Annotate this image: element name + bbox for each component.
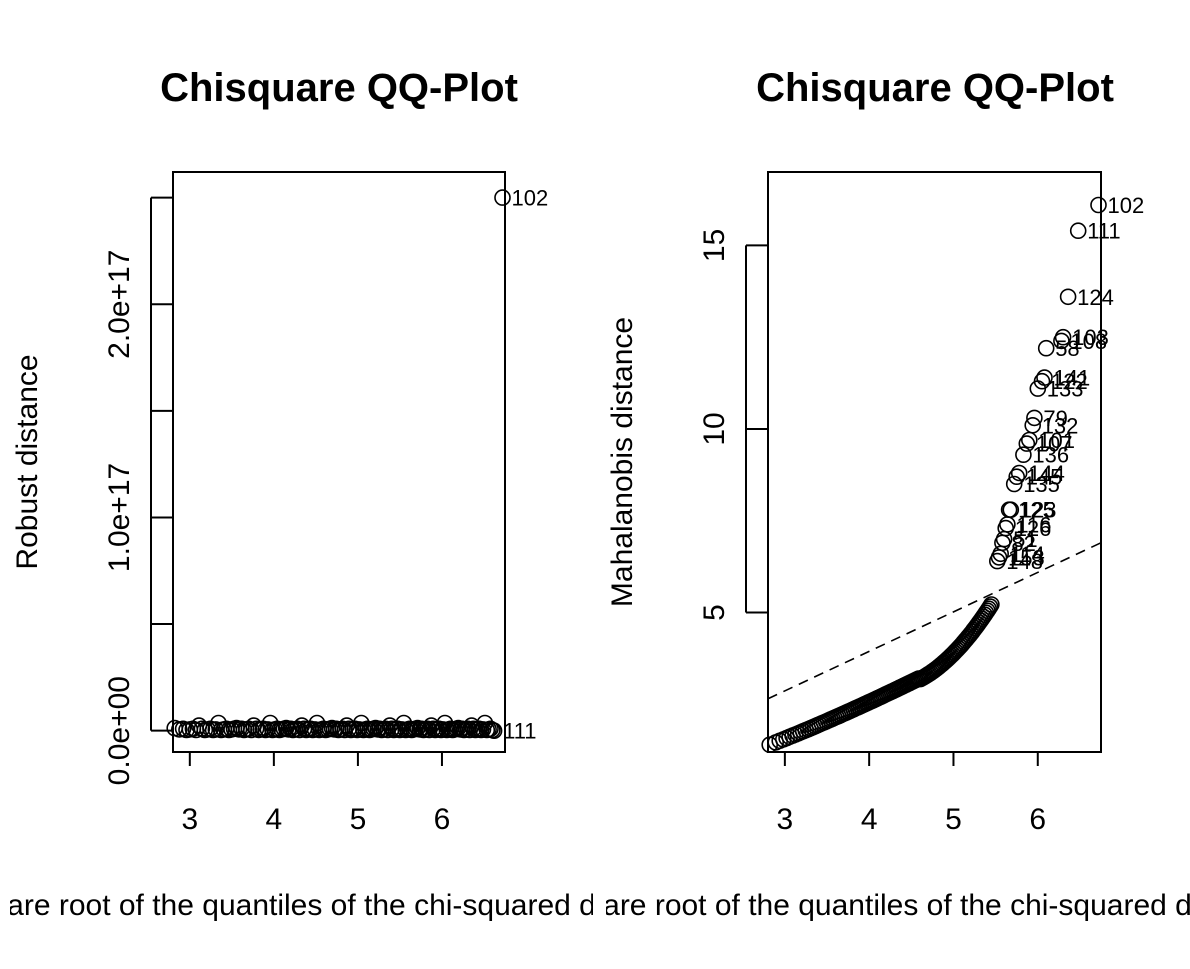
point-label: 108 xyxy=(1070,329,1107,354)
data-point xyxy=(247,720,265,738)
data-point xyxy=(1008,468,1026,486)
data-point xyxy=(1018,435,1036,452)
data-point xyxy=(1021,431,1038,449)
point-label: 82 xyxy=(1011,531,1035,556)
point-label: 125 xyxy=(1018,498,1055,523)
data-point xyxy=(1090,196,1107,214)
point-label: 133 xyxy=(1047,377,1084,402)
ylabel-left: Robust distance xyxy=(11,354,44,569)
point-label: 101 xyxy=(1038,428,1075,453)
xlabel-left: Square root of the quantiles of the chi-… xyxy=(0,889,724,922)
point-label: 144 xyxy=(1028,461,1065,486)
data-point xyxy=(1029,380,1047,397)
point-label: 111 xyxy=(1087,219,1120,244)
point-label: 79 xyxy=(1043,406,1067,431)
axes-right: 3 4 5 6 5 10 15 xyxy=(698,229,1046,836)
data-point xyxy=(1005,475,1023,493)
plot-frame-left xyxy=(172,171,506,753)
x-tick-label: 3 xyxy=(777,803,794,836)
point-label: 148 xyxy=(1006,549,1043,574)
data-point xyxy=(1015,446,1032,464)
y-tick-label: 10 xyxy=(698,412,731,445)
point-label: 141 xyxy=(1054,366,1091,391)
x-tick-label: 4 xyxy=(861,803,878,836)
data-point xyxy=(485,722,503,740)
y-tick-label: 15 xyxy=(698,229,731,262)
data-point xyxy=(494,189,511,206)
data-point xyxy=(1010,464,1028,482)
point-label: 103 xyxy=(1072,325,1109,350)
x-tick-label: 4 xyxy=(266,803,283,836)
point-label: 122 xyxy=(1051,369,1088,394)
y-tick-label: 5 xyxy=(698,604,731,621)
point-label: 153 xyxy=(1008,545,1045,570)
x-tick-label: 6 xyxy=(1029,803,1046,836)
x-tick-label: 3 xyxy=(181,803,198,836)
panel-right: Chisquare QQ-Plot Mahalanobis distance S… xyxy=(550,66,1190,922)
data-point xyxy=(1059,288,1077,306)
data-point xyxy=(377,720,395,738)
point-label: 136 xyxy=(1032,443,1069,468)
points-left: 102 111 xyxy=(166,186,549,744)
axes-left: 3 4 5 6 0.0e+00 1.0e+17 2.0e+17 xyxy=(103,196,451,836)
point-label: 107 xyxy=(1036,432,1073,457)
panel-left: Chisquare QQ-Plot Robust distance Square… xyxy=(0,66,724,922)
xlabel-right: Square root of the quantiles of the chi-… xyxy=(550,889,1190,922)
x-tick-label: 6 xyxy=(434,803,451,836)
data-point xyxy=(1053,332,1070,350)
title-right: Chisquare QQ-Plot xyxy=(756,66,1114,110)
data-point xyxy=(981,598,999,615)
point-label: 51 xyxy=(1013,527,1037,552)
data-point xyxy=(482,720,499,738)
title-left: Chisquare QQ-Plot xyxy=(160,66,518,110)
y-tick-label: 0.0e+00 xyxy=(103,676,136,785)
point-label: 58 xyxy=(1055,336,1079,361)
data-point xyxy=(988,552,1006,570)
reference-line-right xyxy=(767,542,1102,700)
point-label: 114 xyxy=(1010,542,1045,567)
point-label: 132 xyxy=(1042,413,1079,438)
data-point xyxy=(1069,222,1087,239)
point-label: 116 xyxy=(1016,512,1051,537)
point-label: 102 xyxy=(1108,193,1145,218)
point-label: 124 xyxy=(1077,285,1114,310)
point-label: 102 xyxy=(512,186,549,211)
data-point xyxy=(1026,409,1043,427)
point-label: 145 xyxy=(1026,465,1063,490)
ylabel-right: Mahalanobis distance xyxy=(606,317,639,607)
point-label: 111 xyxy=(503,719,536,744)
y-tick-label: 1.0e+17 xyxy=(103,463,136,572)
x-tick-label: 5 xyxy=(350,803,367,836)
point-label: 135 xyxy=(1023,472,1060,497)
x-tick-label: 5 xyxy=(945,803,962,836)
y-tick-label: 2.0e+17 xyxy=(103,250,136,359)
data-point xyxy=(983,596,1000,613)
point-label: 123 xyxy=(1020,498,1057,523)
data-point xyxy=(980,600,998,618)
data-point xyxy=(1037,339,1055,357)
point-label: 126 xyxy=(1015,516,1052,541)
